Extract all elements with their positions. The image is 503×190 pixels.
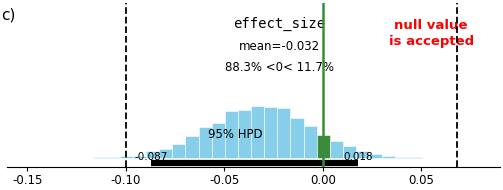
Bar [225,111,238,158]
Bar [146,151,159,158]
Bar [395,157,408,158]
Bar [94,157,107,158]
Bar [212,123,225,158]
Text: 88.3% <0< 11.7%: 88.3% <0< 11.7% [225,61,334,74]
Bar [369,154,382,158]
Text: effect_size: effect_size [233,16,325,31]
Bar [303,126,317,158]
Text: 95% HPD: 95% HPD [208,128,263,141]
Bar [107,157,120,158]
Bar [290,118,303,158]
Bar [251,106,264,158]
Bar [356,151,369,158]
Bar [133,156,146,158]
Bar [173,144,186,158]
Text: -0.087: -0.087 [135,152,168,162]
Bar [317,135,330,158]
Bar [330,141,343,158]
Bar [159,149,173,158]
Bar [264,107,277,158]
Bar [277,108,290,158]
Bar [382,156,395,158]
Bar [120,156,133,158]
Bar [199,127,212,158]
Text: c): c) [2,7,16,22]
Bar [408,157,422,158]
Text: mean=-0.032: mean=-0.032 [239,40,320,53]
Bar [343,146,356,158]
Bar [186,136,199,158]
Bar [238,110,251,158]
Text: null value
is accepted: null value is accepted [389,19,474,48]
Text: 0.018: 0.018 [344,152,373,162]
